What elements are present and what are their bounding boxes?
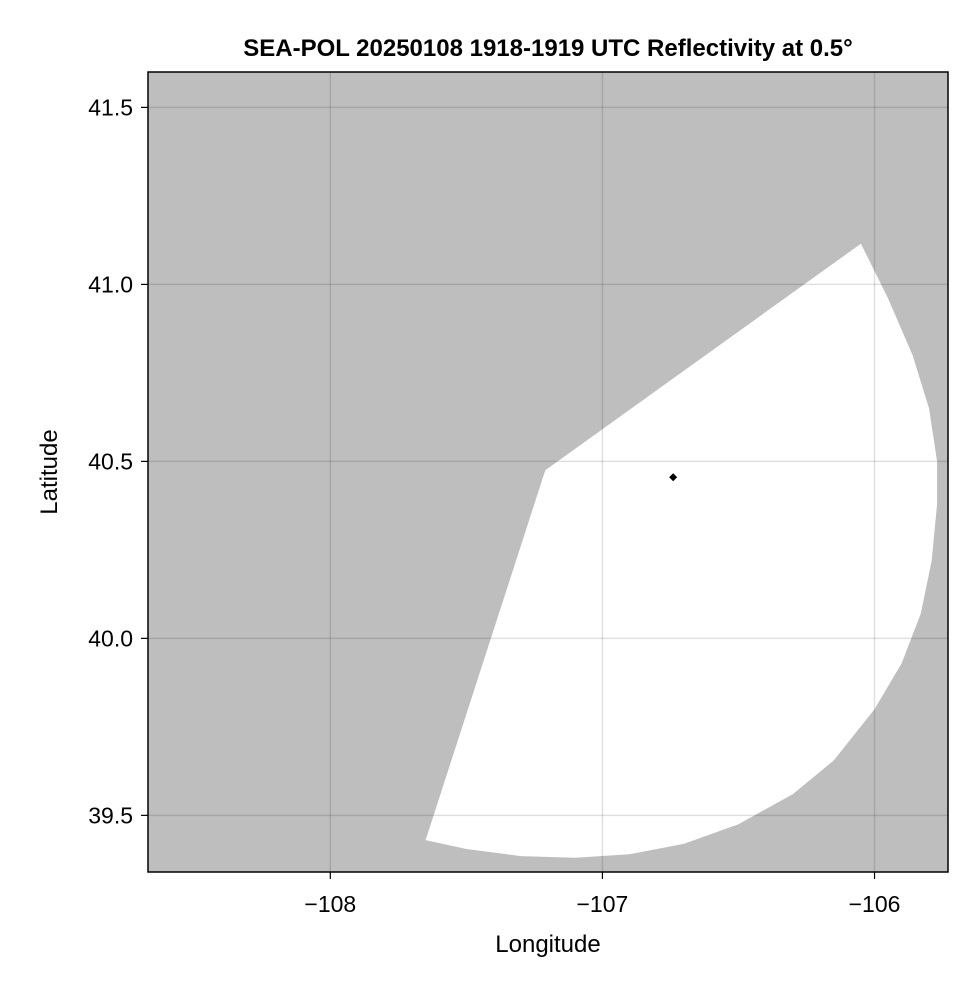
x-tick-label: −106: [849, 891, 901, 917]
y-tick-label: 40.0: [88, 625, 133, 651]
x-axis-ticks: −108 −107 −106: [304, 872, 900, 917]
y-tick-label: 40.5: [88, 448, 133, 474]
y-gridlines: [148, 106, 948, 817]
plot-frame: [147, 71, 949, 873]
chart-title: SEA-POL 20250108 1918-1919 UTC Reflectiv…: [243, 35, 852, 62]
x-axis-label: Longitude: [495, 931, 600, 958]
y-tick-label: 39.5: [88, 802, 133, 828]
x-tick-label: −108: [304, 891, 356, 917]
x-gridlines: [329, 72, 876, 872]
radar-coverage-sector: [425, 243, 938, 858]
radar-site-marker: [669, 473, 678, 482]
y-axis-ticks: 39.5 40.0 40.5 41.0 41.5: [88, 94, 148, 828]
x-tick-label: −107: [577, 891, 629, 917]
y-tick-label: 41.5: [88, 94, 133, 120]
y-axis-label: Latitude: [36, 429, 63, 514]
y-tick-label: 41.0: [88, 271, 133, 297]
